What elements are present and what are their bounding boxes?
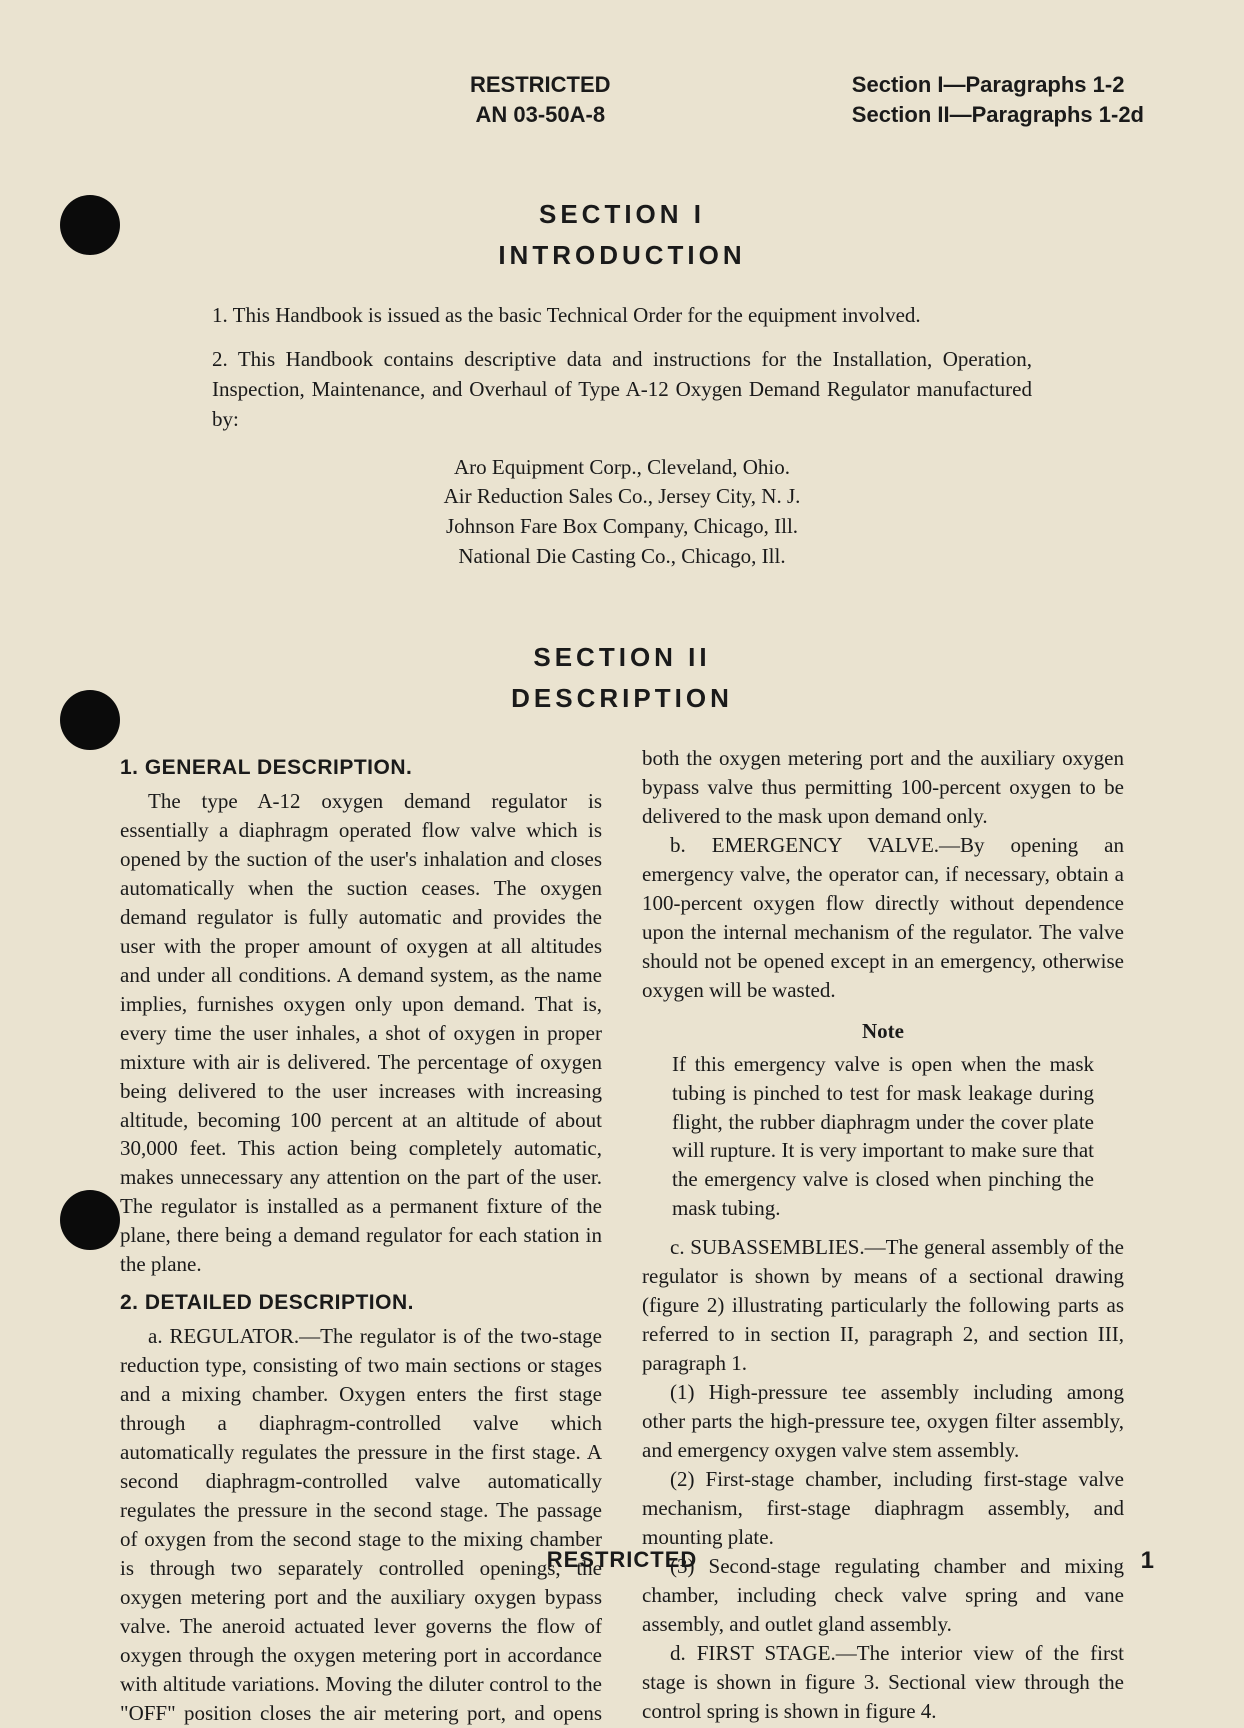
intro-p2: 2. This Handbook contains descriptive da… <box>212 345 1032 434</box>
section-2-name: DESCRIPTION <box>90 683 1154 714</box>
note-body: If this emergency valve is open when the… <box>672 1050 1094 1224</box>
section-2-number: SECTION II <box>90 642 1154 673</box>
detailed-c-body: c. SUBASSEMBLIES.—The general assembly o… <box>642 1233 1124 1378</box>
note-title: Note <box>642 1017 1124 1046</box>
detailed-b-body: b. EMERGENCY VALVE.—By opening an emerge… <box>642 831 1124 1005</box>
header-right-line1: Section I—Paragraphs 1-2 <box>852 70 1144 100</box>
mfg-1: Aro Equipment Corp., Cleveland, Ohio. <box>212 453 1032 483</box>
intro-p1: 1. This Handbook is issued as the basic … <box>212 301 1032 331</box>
section-2-body: 1. GENERAL DESCRIPTION. The type A-12 ox… <box>120 744 1124 1728</box>
header-an: AN 03-50A-8 <box>470 100 611 130</box>
header-right: Section I—Paragraphs 1-2 Section II—Para… <box>852 70 1144 129</box>
mfg-3: Johnson Fare Box Company, Chicago, Ill. <box>212 512 1032 542</box>
punch-hole-2 <box>60 690 120 750</box>
detailed-desc-title: 2. DETAILED DESCRIPTION. <box>120 1289 602 1318</box>
section-1-name: INTRODUCTION <box>90 240 1154 271</box>
general-desc-body: The type A-12 oxygen demand regulator is… <box>120 787 602 1279</box>
header-restricted: RESTRICTED <box>470 70 611 100</box>
general-desc-title: 1. GENERAL DESCRIPTION. <box>120 754 602 783</box>
footer-restricted: RESTRICTED <box>0 1547 1244 1573</box>
punch-hole-1 <box>60 195 120 255</box>
page: RESTRICTED AN 03-50A-8 Section I—Paragra… <box>0 0 1244 1623</box>
mfg-2: Air Reduction Sales Co., Jersey City, N.… <box>212 482 1032 512</box>
header-right-line2: Section II—Paragraphs 1-2d <box>852 100 1144 130</box>
page-number: 1 <box>1141 1547 1154 1575</box>
section-1-number: SECTION I <box>90 199 1154 230</box>
punch-hole-3 <box>60 1190 120 1250</box>
detailed-c2: (2) First-stage chamber, including first… <box>642 1465 1124 1552</box>
intro-block: 1. This Handbook is issued as the basic … <box>212 301 1032 572</box>
detailed-c1: (1) High-pressure tee assembly including… <box>642 1378 1124 1465</box>
detailed-d-body: d. FIRST STAGE.—The interior view of the… <box>642 1639 1124 1726</box>
page-header: RESTRICTED AN 03-50A-8 Section I—Paragra… <box>400 70 1144 129</box>
mfg-4: National Die Casting Co., Chicago, Ill. <box>212 542 1032 572</box>
header-center: RESTRICTED AN 03-50A-8 <box>470 70 611 129</box>
manufacturer-list: Aro Equipment Corp., Cleveland, Ohio. Ai… <box>212 453 1032 572</box>
